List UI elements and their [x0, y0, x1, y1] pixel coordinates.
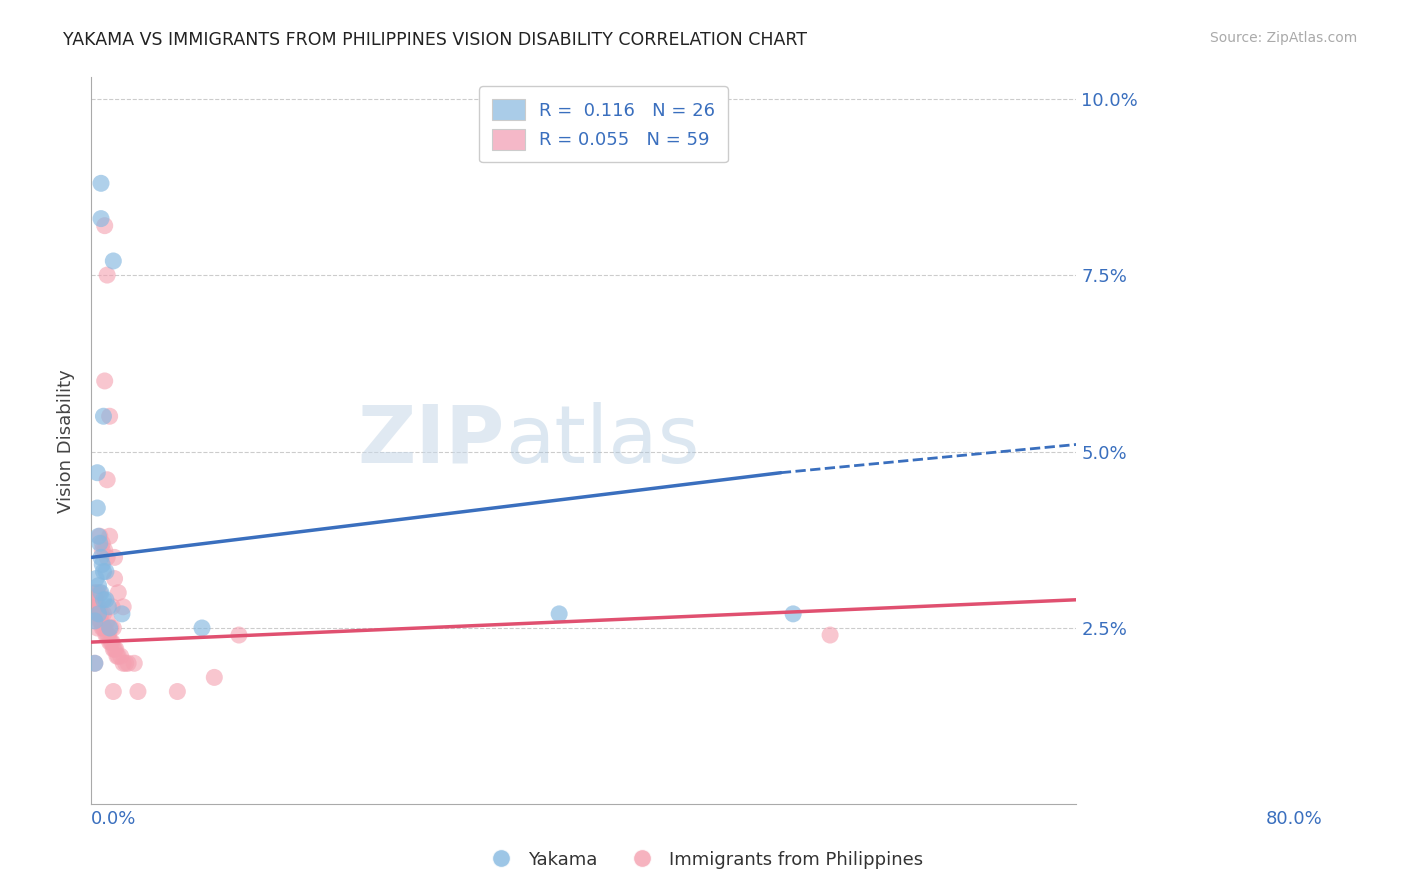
- Point: [112, 657, 135, 671]
- Point: [96, 628, 118, 642]
- Point: [94, 628, 117, 642]
- Point: [782, 607, 804, 621]
- Point: [91, 621, 114, 635]
- Legend: R =  0.116   N = 26, R = 0.055   N = 59: R = 0.116 N = 26, R = 0.055 N = 59: [479, 87, 727, 162]
- Text: Source: ZipAtlas.com: Source: ZipAtlas.com: [1209, 31, 1357, 45]
- Point: [91, 536, 114, 550]
- Point: [112, 599, 135, 614]
- Point: [105, 649, 128, 664]
- Point: [93, 543, 115, 558]
- Point: [98, 409, 121, 424]
- Point: [103, 642, 125, 657]
- Point: [87, 607, 110, 621]
- Point: [83, 599, 105, 614]
- Text: 80.0%: 80.0%: [1265, 810, 1323, 829]
- Text: 0.0%: 0.0%: [91, 810, 136, 829]
- Point: [84, 572, 107, 586]
- Point: [87, 599, 110, 614]
- Point: [90, 177, 112, 191]
- Point: [114, 657, 136, 671]
- Point: [86, 621, 108, 635]
- Point: [97, 628, 120, 642]
- Point: [83, 614, 105, 628]
- Point: [87, 607, 110, 621]
- Point: [86, 585, 108, 599]
- Text: YAKAMA VS IMMIGRANTS FROM PHILIPPINES VISION DISABILITY CORRELATION CHART: YAKAMA VS IMMIGRANTS FROM PHILIPPINES VI…: [63, 31, 807, 49]
- Point: [90, 550, 112, 565]
- Point: [191, 621, 214, 635]
- Point: [103, 254, 125, 268]
- Point: [110, 649, 132, 664]
- Y-axis label: Vision Disability: Vision Disability: [58, 369, 75, 513]
- Point: [122, 657, 145, 671]
- Point: [87, 529, 110, 543]
- Point: [86, 501, 108, 516]
- Point: [100, 621, 122, 635]
- Point: [818, 628, 841, 642]
- Text: atlas: atlas: [505, 402, 699, 480]
- Point: [83, 657, 105, 671]
- Point: [111, 607, 134, 621]
- Point: [93, 592, 115, 607]
- Point: [94, 565, 117, 579]
- Point: [93, 374, 115, 388]
- Point: [93, 565, 115, 579]
- Point: [83, 585, 105, 599]
- Point: [103, 621, 125, 635]
- Point: [86, 607, 108, 621]
- Point: [117, 657, 139, 671]
- Point: [98, 529, 121, 543]
- Point: [90, 614, 112, 628]
- Point: [93, 621, 115, 635]
- Point: [96, 268, 118, 282]
- Point: [103, 642, 125, 657]
- Point: [83, 657, 105, 671]
- Point: [93, 409, 115, 424]
- Point: [87, 579, 110, 593]
- Point: [91, 558, 114, 572]
- Point: [202, 670, 225, 684]
- Point: [84, 599, 107, 614]
- Point: [89, 536, 111, 550]
- Point: [89, 529, 111, 543]
- Point: [107, 585, 129, 599]
- Point: [101, 599, 124, 614]
- Point: [103, 572, 125, 586]
- Point: [101, 635, 124, 649]
- Point: [104, 642, 127, 657]
- Point: [86, 466, 108, 480]
- Point: [90, 585, 112, 599]
- Point: [228, 628, 250, 642]
- Point: [93, 607, 115, 621]
- Point: [103, 550, 125, 565]
- Point: [96, 473, 118, 487]
- Point: [89, 614, 111, 628]
- Point: [96, 614, 118, 628]
- Point: [96, 550, 118, 565]
- Point: [94, 592, 117, 607]
- Point: [93, 621, 115, 635]
- Point: [97, 599, 120, 614]
- Point: [90, 607, 112, 621]
- Point: [107, 649, 129, 664]
- Point: [89, 585, 111, 599]
- Point: [93, 219, 115, 233]
- Point: [91, 543, 114, 558]
- Point: [103, 684, 125, 698]
- Point: [90, 211, 112, 226]
- Legend: Yakama, Immigrants from Philippines: Yakama, Immigrants from Philippines: [475, 844, 931, 876]
- Point: [84, 592, 107, 607]
- Text: ZIP: ZIP: [357, 402, 505, 480]
- Point: [127, 684, 149, 698]
- Point: [98, 635, 121, 649]
- Point: [166, 684, 188, 698]
- Point: [98, 621, 121, 635]
- Point: [548, 607, 571, 621]
- Point: [100, 635, 122, 649]
